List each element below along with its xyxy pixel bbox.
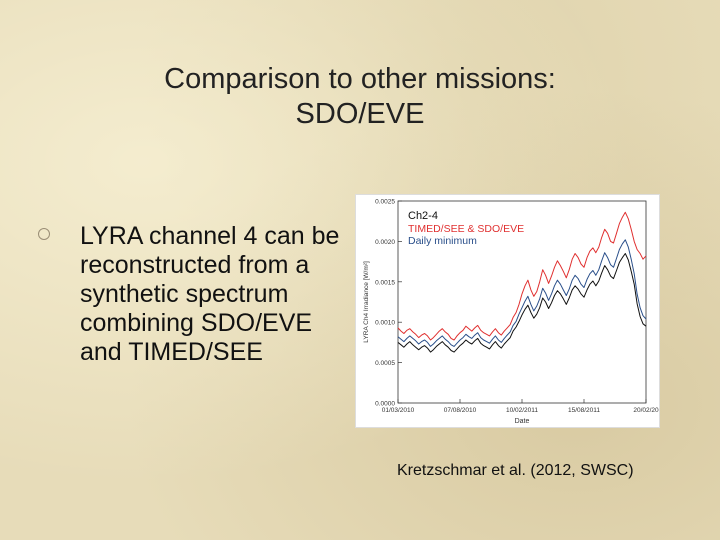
slide-title-line2: SDO/EVE [295, 98, 425, 130]
slide-title-line1: Comparison to other missions: [164, 63, 556, 95]
x-tick-label: 10/02/2011 [506, 407, 538, 414]
citation-caption: Kretzschmar et al. (2012, SWSC) [397, 462, 634, 479]
y-tick-label: 0.0015 [375, 279, 395, 286]
y-tick-label: 0.0005 [375, 360, 395, 367]
series-line-timed-see-sdo-eve [397, 211, 647, 341]
x-tick-label: 01/03/2010 [382, 407, 415, 414]
x-tick-label: 07/08/2010 [444, 407, 477, 414]
legend-timed-see-sdo-eve: TIMED/SEE & SDO/EVE [408, 223, 524, 235]
y-tick-label: 0.0000 [375, 401, 395, 408]
legend-daily-minimum: Daily minimum [408, 235, 477, 247]
slide-title: Comparison to other missions: SDO/EVE [0, 62, 720, 132]
x-tick-label: 20/02/20 [633, 407, 659, 414]
y-tick-label: 0.0025 [375, 199, 395, 206]
x-tick-label: 15/08/2011 [568, 407, 600, 414]
y-tick-label: 0.0020 [375, 239, 395, 246]
chart-figure: 0.0000 0.0005 0.0010 0.0015 0.0020 0.0025 01/0… [355, 194, 660, 428]
series-line-daily-minimum [397, 239, 647, 347]
annotation-title: Ch2-4 [408, 210, 438, 222]
y-axis-label: LYRA Ch4 Irradiance [W/m²] [363, 261, 370, 343]
line-chart: 0.0000 0.0005 0.0010 0.0015 0.0020 0.0025 01/0… [363, 199, 659, 426]
y-tick-label: 0.0010 [375, 320, 395, 327]
bullet-text: LYRA channel 4 can be reconstructed from… [80, 222, 340, 366]
x-axis-label: Date [515, 418, 530, 425]
series-line-base [397, 253, 647, 353]
bullet-circle-icon [38, 228, 50, 240]
